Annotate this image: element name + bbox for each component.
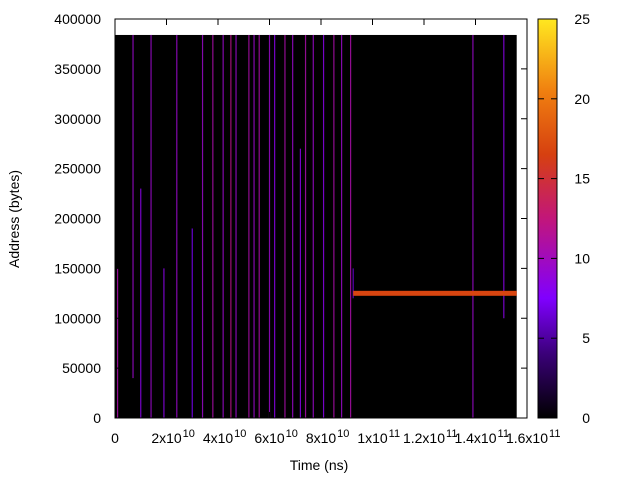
y-tick-label: 250000 xyxy=(54,161,101,177)
heatmap-spike xyxy=(292,34,294,419)
colorbar-tick-label: 10 xyxy=(574,250,590,266)
x-tick-label: 6x10 xyxy=(254,430,285,446)
heatmap-spike xyxy=(299,148,301,419)
colorbar-tick-label: 15 xyxy=(574,171,590,187)
y-tick-label: 50000 xyxy=(62,360,101,376)
colorbar-tick-label: 0 xyxy=(582,410,590,426)
heatmap-spike xyxy=(341,34,343,419)
heatmap-spike xyxy=(150,34,152,419)
x-tick-label: 1.6x10 xyxy=(506,430,548,446)
heatmap-spike xyxy=(258,34,260,419)
heatmap-spike xyxy=(201,34,204,419)
heatmap-spike xyxy=(284,34,286,419)
x-tick-exponent: 11 xyxy=(389,428,400,440)
y-tick-label: 200000 xyxy=(54,211,101,227)
colorbar-tick-label: 20 xyxy=(574,91,590,107)
heatmap-spike xyxy=(222,34,224,419)
heatmap-spike xyxy=(163,268,165,418)
heatmap-spike xyxy=(268,34,271,419)
heatmap-spike xyxy=(253,34,255,419)
heatmap-spike xyxy=(235,34,237,419)
heatmap-spike xyxy=(304,34,307,419)
colorbar-tick-label: 5 xyxy=(582,330,590,346)
y-tick-label: 100000 xyxy=(54,310,101,326)
heatmap-spike xyxy=(322,34,325,419)
x-tick-exponent: 10 xyxy=(183,428,195,440)
heatmap-spike xyxy=(191,228,193,418)
heatmap-spike xyxy=(472,34,474,419)
heatmap-spike xyxy=(274,34,276,419)
heatmap-spike xyxy=(230,34,232,419)
x-tick-exponent: 11 xyxy=(498,428,509,440)
heatmap-cells xyxy=(114,18,528,419)
x-tick-exponent: 10 xyxy=(337,428,349,440)
y-tick-label: 300000 xyxy=(54,111,101,127)
x-tick-label: 0 xyxy=(111,430,119,446)
x-tick-label: 1.2x10 xyxy=(403,430,445,446)
heatmap-spike xyxy=(503,34,505,319)
heatmap-spike xyxy=(352,268,354,299)
y-axis-ticks: 0 50000 100000 150000 200000 250000 300000 3500… xyxy=(54,11,527,426)
y-tick-label: 150000 xyxy=(54,260,101,276)
y-tick-label: 400000 xyxy=(54,11,101,27)
heatmap-spike xyxy=(312,34,314,419)
heatmap-spike xyxy=(212,34,214,419)
heatmap-hot-band xyxy=(353,290,517,296)
x-tick-exponent: 10 xyxy=(286,428,298,440)
heatmap-spike xyxy=(248,34,250,419)
x-tick-label: 1x10 xyxy=(357,430,388,446)
colorbar xyxy=(537,18,558,419)
heatmap-spike xyxy=(176,34,178,419)
y-tick-label: 0 xyxy=(93,410,101,426)
x-tick-exponent: 11 xyxy=(549,428,560,440)
heatmap-background xyxy=(115,34,517,418)
x-tick-exponent: 10 xyxy=(234,428,246,440)
y-axis-label: Address (bytes) xyxy=(6,170,22,268)
heatmap-spike xyxy=(333,34,335,419)
x-tick-exponent: 11 xyxy=(446,428,457,440)
x-axis-label: Time (ns) xyxy=(290,457,349,473)
x-tick-label: 4x10 xyxy=(203,430,234,446)
heatmap-spike xyxy=(140,188,142,418)
x-axis-ticks: 0 2x10 10 4x10 10 6x10 10 8x10 10 1x10 11 1.2x10 111… xyxy=(111,19,560,446)
heatmap-spike xyxy=(350,34,352,419)
x-tick-label: 8x10 xyxy=(306,430,337,446)
colorbar-ticks: 0 5 10 15 20 25 xyxy=(538,11,590,426)
heatmap-spike xyxy=(116,268,119,418)
heatmap-spike xyxy=(132,34,134,379)
y-tick-label: 350000 xyxy=(54,61,101,77)
x-tick-label: 1.4x10 xyxy=(454,430,496,446)
x-tick-label: 2x10 xyxy=(151,430,182,446)
colorbar-tick-label: 25 xyxy=(574,11,590,27)
